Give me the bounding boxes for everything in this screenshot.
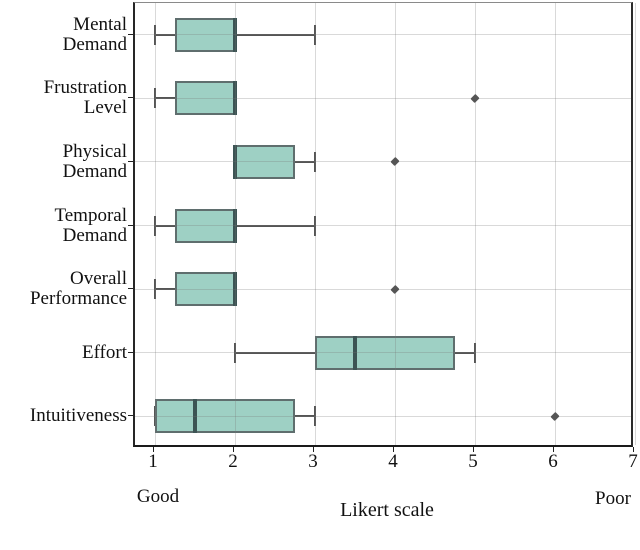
median-intuitiveness bbox=[193, 399, 197, 434]
category-label-line: Demand bbox=[62, 224, 127, 246]
cap-low-mental-demand bbox=[154, 24, 156, 45]
outlier-physical-demand-4 bbox=[390, 157, 400, 167]
y-tick-mark-mental-demand bbox=[128, 33, 133, 35]
box-physical-demand bbox=[235, 144, 295, 179]
category-label-line: Temporal bbox=[54, 204, 127, 226]
plot-area bbox=[133, 2, 636, 447]
x-tick-mark-6 bbox=[553, 447, 554, 452]
cap-low-overall-performance bbox=[154, 279, 156, 300]
median-effort bbox=[353, 335, 357, 370]
cap-low-temporal-demand bbox=[154, 215, 156, 236]
outlier-intuitiveness-6 bbox=[550, 411, 560, 421]
gridline-y-temporal-demand bbox=[135, 225, 631, 226]
category-label-mental-demand: Mental Demand bbox=[0, 13, 127, 55]
gridline-x-7 bbox=[634, 3, 636, 445]
x-tick-mark-3 bbox=[313, 447, 314, 452]
category-label-intuitiveness: Intuitiveness bbox=[0, 406, 127, 426]
category-label-line: Demand bbox=[62, 33, 127, 55]
cap-high-mental-demand bbox=[314, 24, 316, 45]
gridline-x-2 bbox=[234, 3, 236, 445]
whisker-high-temporal-demand bbox=[235, 224, 315, 227]
x-tick-mark-4 bbox=[393, 447, 394, 452]
whisker-low-effort bbox=[235, 351, 315, 354]
whisker-low-mental-demand bbox=[155, 33, 175, 36]
category-label-frustration-level: Frustration Level bbox=[0, 78, 127, 118]
y-tick-mark-temporal-demand bbox=[128, 224, 133, 226]
category-label-line: Mental bbox=[73, 13, 127, 35]
whisker-low-frustration-level bbox=[155, 97, 175, 100]
category-label-overall-performance: Overall Performance bbox=[0, 269, 127, 309]
cap-high-intuitiveness bbox=[314, 406, 316, 427]
category-label-physical-demand: Physical Demand bbox=[0, 140, 127, 182]
whisker-low-temporal-demand bbox=[155, 224, 175, 227]
category-label-temporal-demand: Temporal Demand bbox=[0, 204, 127, 246]
gridline-y-intuitiveness bbox=[135, 415, 631, 417]
gridline-x-3 bbox=[314, 3, 316, 445]
box-overall-performance bbox=[175, 272, 235, 307]
median-physical-demand bbox=[233, 144, 237, 179]
category-label-line: Intuitiveness bbox=[29, 405, 127, 427]
y-tick-mark-overall-performance bbox=[128, 288, 133, 290]
y-tick-mark-effort bbox=[128, 351, 133, 353]
category-label-line: Frustration bbox=[43, 77, 127, 99]
cap-low-effort bbox=[234, 342, 236, 363]
box-effort bbox=[315, 335, 455, 370]
x-tick-mark-1 bbox=[153, 447, 154, 452]
gridline-y-effort bbox=[135, 352, 631, 354]
x-tick-label-5: 5 bbox=[468, 451, 478, 472]
outlier-overall-performance-4 bbox=[390, 284, 400, 294]
x-tick-label-2: 2 bbox=[228, 451, 238, 472]
box-intuitiveness bbox=[155, 399, 295, 434]
cap-high-physical-demand bbox=[314, 151, 316, 172]
median-frustration-level bbox=[233, 81, 237, 116]
category-label-line: Performance bbox=[29, 288, 127, 310]
category-label-line: Level bbox=[83, 97, 127, 119]
category-label-effort: Effort bbox=[0, 341, 127, 363]
y-tick-mark-intuitiveness bbox=[128, 415, 133, 417]
x-tick-mark-2 bbox=[233, 447, 234, 452]
median-mental-demand bbox=[233, 17, 237, 52]
x-tick-label-4: 4 bbox=[388, 451, 398, 472]
gridline-y-overall-performance bbox=[135, 288, 631, 290]
x-axis-left-annotation: Good bbox=[136, 486, 180, 507]
gridline-y-mental-demand bbox=[135, 34, 631, 36]
x-tick-label-7: 7 bbox=[628, 451, 638, 472]
box-frustration-level bbox=[175, 81, 235, 116]
category-label-line: Overall bbox=[70, 268, 127, 290]
cap-low-frustration-level bbox=[154, 88, 156, 109]
x-tick-label-1: 1 bbox=[148, 451, 158, 472]
gridline-x-6 bbox=[554, 3, 556, 445]
x-tick-mark-7 bbox=[633, 447, 634, 452]
category-label-line: Physical bbox=[62, 140, 127, 162]
whisker-high-effort bbox=[455, 351, 475, 354]
box-mental-demand bbox=[175, 17, 235, 52]
x-axis-right-annotation: Poor bbox=[595, 488, 631, 509]
gridline-y-physical-demand bbox=[135, 161, 631, 163]
whisker-high-physical-demand bbox=[295, 160, 315, 163]
whisker-high-intuitiveness bbox=[295, 415, 315, 418]
x-tick-mark-5 bbox=[473, 447, 474, 452]
box-temporal-demand bbox=[175, 208, 235, 243]
whisker-high-mental-demand bbox=[235, 33, 315, 36]
gridline-x-1 bbox=[154, 3, 156, 445]
category-label-line: Demand bbox=[62, 160, 127, 182]
gridline-x-4 bbox=[394, 3, 396, 445]
whisker-low-overall-performance bbox=[155, 288, 175, 291]
gridline-y-frustration-level bbox=[135, 97, 631, 99]
x-axis-title: Likert scale bbox=[340, 499, 434, 521]
category-label-line: Effort bbox=[81, 341, 127, 363]
x-tick-label-3: 3 bbox=[308, 451, 318, 472]
median-temporal-demand bbox=[233, 208, 237, 243]
outlier-frustration-level-5 bbox=[470, 93, 480, 103]
gridline-x-5 bbox=[474, 3, 476, 445]
cap-high-temporal-demand bbox=[314, 215, 316, 236]
median-overall-performance bbox=[233, 272, 237, 307]
y-tick-mark-physical-demand bbox=[128, 160, 133, 162]
x-tick-label-6: 6 bbox=[548, 451, 558, 472]
y-tick-mark-frustration-level bbox=[128, 97, 133, 99]
cap-high-effort bbox=[474, 342, 476, 363]
